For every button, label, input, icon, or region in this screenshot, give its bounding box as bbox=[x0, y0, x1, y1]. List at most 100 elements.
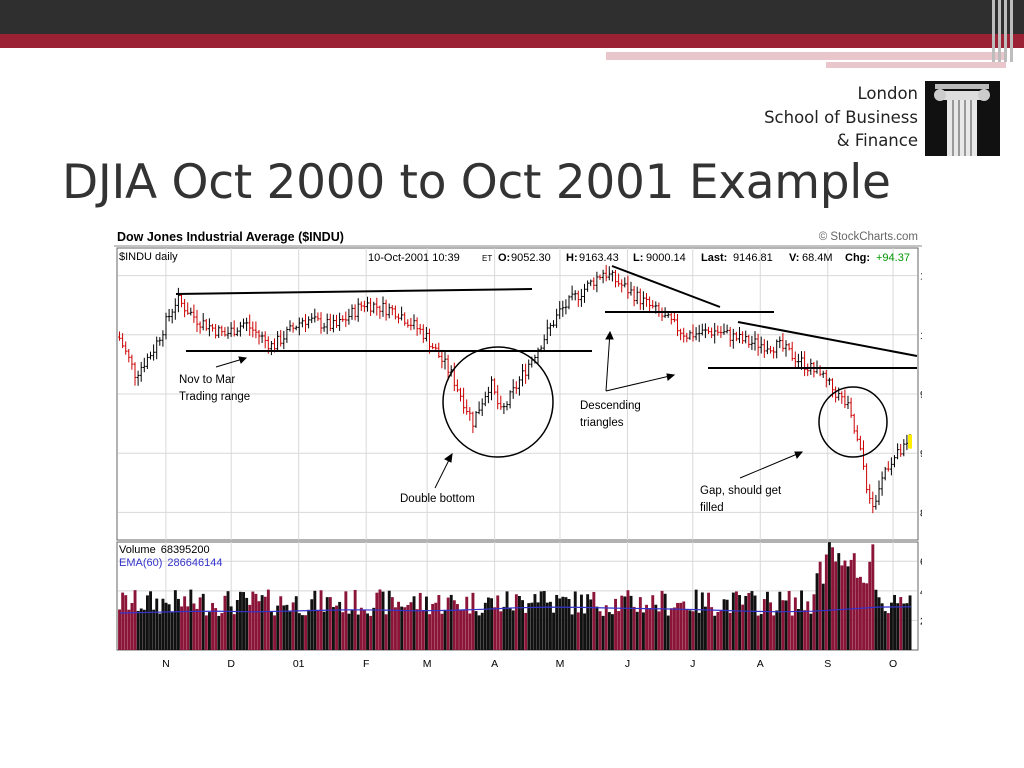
annotation-gap-2: filled bbox=[700, 502, 724, 514]
volume-bar bbox=[208, 612, 211, 650]
volume-bar bbox=[421, 609, 425, 650]
volume-bar bbox=[688, 610, 692, 650]
volume-bar bbox=[840, 565, 844, 650]
volume-bar bbox=[322, 611, 326, 650]
volume-bar bbox=[263, 596, 267, 650]
volume-bar bbox=[220, 613, 224, 650]
volume-bar bbox=[164, 602, 168, 650]
volume-bar bbox=[335, 605, 338, 650]
volume-bar bbox=[437, 595, 441, 650]
volume-bar bbox=[604, 605, 608, 650]
price-y-tick-label: 9750 bbox=[920, 389, 922, 401]
volume-bar bbox=[310, 599, 314, 650]
volume-bar bbox=[623, 596, 627, 650]
volume-bar bbox=[651, 595, 655, 650]
volume-bar bbox=[403, 607, 407, 650]
volume-bar bbox=[707, 592, 710, 650]
volume-bar bbox=[542, 591, 546, 650]
volume-bar bbox=[170, 612, 174, 650]
volume-bar bbox=[397, 601, 400, 650]
volume-bar bbox=[815, 573, 819, 650]
volume-bar bbox=[635, 611, 639, 650]
volume-bar bbox=[161, 598, 165, 650]
volume-bar bbox=[586, 594, 590, 650]
triangle2-upper-line bbox=[737, 321, 918, 357]
volume-bar bbox=[372, 607, 376, 650]
volume-bar bbox=[756, 615, 760, 650]
volume-bar bbox=[452, 600, 456, 650]
quote-high-label: H: bbox=[566, 252, 578, 264]
volume-bar bbox=[118, 609, 121, 650]
volume-bar bbox=[648, 608, 652, 650]
volume-bar bbox=[242, 592, 245, 650]
volume-bar bbox=[480, 612, 484, 650]
volume-bar bbox=[319, 590, 323, 650]
volume-bar bbox=[620, 595, 624, 650]
volume-bar bbox=[499, 611, 503, 650]
volume-bar bbox=[638, 597, 642, 650]
volume-bar bbox=[747, 592, 751, 650]
volume-bar bbox=[859, 576, 862, 650]
volume-bar bbox=[676, 602, 679, 650]
volume-bar bbox=[146, 595, 149, 650]
volume-bar bbox=[149, 591, 152, 650]
volume-bar bbox=[195, 608, 199, 650]
volume-bar bbox=[626, 590, 630, 650]
volume-bar bbox=[180, 606, 183, 650]
volume-bar bbox=[601, 615, 605, 650]
volume-bar bbox=[893, 594, 896, 650]
volume-y-tick-label: 600M bbox=[920, 556, 922, 568]
volume-bar bbox=[307, 609, 311, 650]
volume-bar bbox=[204, 615, 208, 650]
volume-bar bbox=[465, 596, 469, 650]
volume-bar bbox=[824, 554, 828, 650]
volume-bar bbox=[741, 604, 745, 650]
logo-line-1: London bbox=[857, 84, 918, 103]
volume-bar bbox=[288, 611, 292, 650]
volume-bar bbox=[186, 606, 190, 650]
volume-bar bbox=[753, 595, 757, 650]
price-bars bbox=[118, 265, 912, 514]
x-tick-label: 01 bbox=[293, 658, 305, 670]
volume-bar bbox=[719, 610, 723, 650]
volume-bar bbox=[223, 595, 227, 650]
quote-last-label: Last: bbox=[701, 252, 727, 264]
volume-bar bbox=[514, 594, 518, 650]
djia-chart: Dow Jones Industrial Average ($INDU) © S… bbox=[114, 226, 949, 676]
volume-bar bbox=[127, 609, 131, 650]
volume-bar bbox=[124, 595, 128, 650]
volume-bar bbox=[142, 609, 146, 650]
volume-bar bbox=[273, 615, 276, 650]
volume-bar bbox=[611, 614, 614, 650]
volume-bar bbox=[673, 607, 676, 650]
volume-bar bbox=[344, 591, 348, 650]
volume-bar bbox=[607, 612, 611, 650]
volume-bar bbox=[257, 601, 261, 650]
volume-bar bbox=[359, 607, 363, 650]
annotation-labels: Nov to Mar Trading range Double bottom D… bbox=[179, 374, 782, 514]
volume-bar bbox=[446, 597, 450, 650]
volume-bar bbox=[762, 599, 766, 650]
quote-last: 9146.81 bbox=[733, 252, 773, 264]
volume-bar bbox=[304, 615, 307, 650]
volume-bar bbox=[843, 560, 847, 650]
volume-bar bbox=[769, 602, 772, 650]
accent-red-bar bbox=[0, 34, 1024, 48]
volume-bar bbox=[890, 602, 893, 650]
deco-stripe bbox=[998, 0, 1001, 62]
volume-bar bbox=[301, 615, 304, 650]
volume-bar bbox=[846, 566, 850, 650]
volume-y-ticks: 600M 400M 200M bbox=[920, 556, 946, 627]
volume-bar bbox=[691, 611, 695, 650]
volume-bar bbox=[428, 614, 431, 650]
volume-y-tick-label: 400M bbox=[920, 586, 922, 598]
volume-bar bbox=[812, 594, 816, 650]
volume-bar bbox=[508, 607, 512, 650]
volume-bar bbox=[366, 613, 369, 650]
quote-vol: 68.4M bbox=[802, 252, 833, 264]
volume-bar bbox=[211, 602, 214, 650]
volume-bar bbox=[704, 606, 707, 650]
volume-bar bbox=[821, 583, 825, 650]
volume-bar bbox=[192, 603, 196, 650]
volume-bar bbox=[394, 607, 397, 650]
